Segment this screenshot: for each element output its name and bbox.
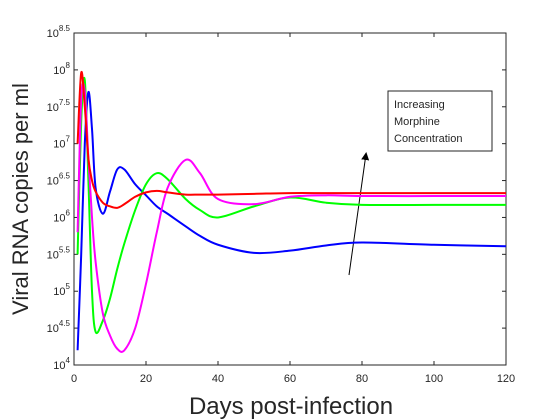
x-tick-label: 20 [140,373,152,385]
annotation-text: Concentration [394,133,463,145]
annotation-arrow [348,152,370,276]
y-tick-label: 106.5 [47,172,71,188]
annotation-box [387,90,493,152]
y-tick-label: 104 [53,356,70,372]
annotation-text: Increasing [394,99,445,111]
y-axis-label: Viral RNA copies per ml [8,83,33,315]
y-tick-label: 105.5 [47,245,71,261]
y-tick-label: 108 [53,61,70,77]
y-tick-label: 104.5 [47,319,71,335]
y-tick-label: 107 [53,135,70,151]
x-tick-label: 40 [212,373,224,385]
x-tick-label: 60 [284,373,296,385]
series-line [76,76,506,334]
x-tick-label: 80 [356,373,368,385]
plot-area [73,32,507,366]
y-tick-label: 107.5 [47,98,71,114]
x-tick-label: 0 [71,373,77,385]
x-axis-label: Days post-infection [189,393,393,420]
y-tick-label: 108.5 [47,24,71,40]
series-line [76,82,506,353]
y-tick-label: 105 [53,282,70,298]
x-tick-label: 100 [425,373,443,385]
series-line [76,91,507,351]
series-line [76,70,506,209]
annotation-text: Morphine [394,116,440,128]
y-tick-label: 106 [53,208,70,224]
x-tick-label: 120 [497,373,515,385]
